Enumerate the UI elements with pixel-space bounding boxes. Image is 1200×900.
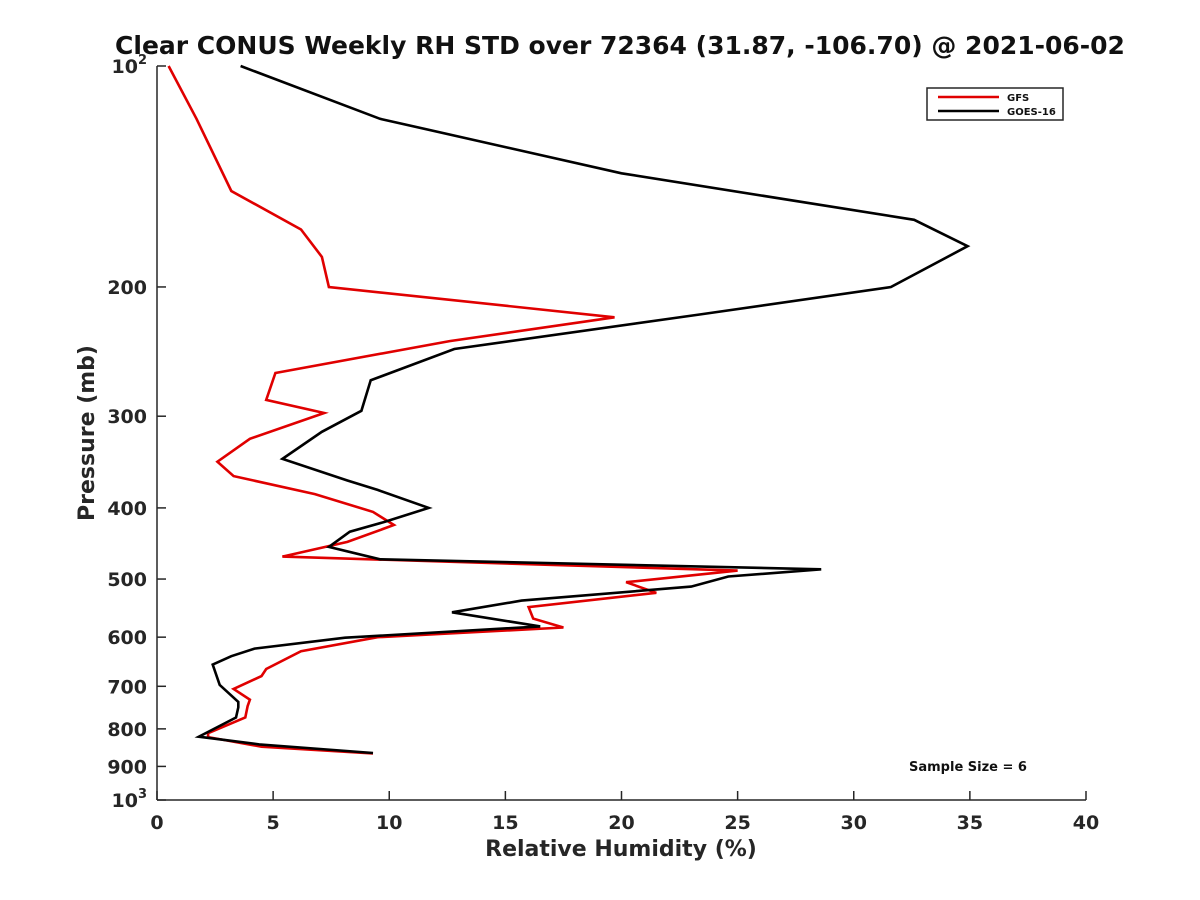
y-tick-base: 300: [107, 406, 147, 428]
x-tick-label: 10: [376, 812, 402, 834]
x-tick-label: 35: [957, 812, 983, 834]
y-tick-label: 600: [107, 627, 147, 649]
y-tick-label: 400: [107, 498, 147, 520]
y-tick-label: 200: [107, 277, 147, 299]
chart-title: Clear CONUS Weekly RH STD over 72364 (31…: [115, 31, 1125, 60]
y-tick-label: 900: [107, 756, 147, 778]
x-axis-label: Relative Humidity (%): [485, 837, 757, 862]
x-tick-label: 5: [267, 812, 280, 834]
y-tick-label: 102: [112, 53, 148, 78]
y-tick-exponent: 3: [138, 787, 147, 802]
legend-label-goes-16: GOES-16: [1007, 107, 1056, 118]
y-tick-base: 500: [107, 569, 147, 591]
x-tick-label: 0: [150, 812, 163, 834]
y-tick-base: 800: [107, 719, 147, 741]
y-tick-exponent: 2: [138, 53, 147, 68]
sample-size-annotation: Sample Size = 6: [909, 760, 1027, 775]
legend-label-gfs: GFS: [1007, 93, 1029, 104]
y-tick-label: 300: [107, 406, 147, 428]
y-tick-label: 500: [107, 569, 147, 591]
x-tick-label: 40: [1073, 812, 1099, 834]
y-tick-base: 600: [107, 627, 147, 649]
x-tick-label: 25: [724, 812, 750, 834]
x-tick-label: 30: [841, 812, 867, 834]
y-tick-base: 10: [112, 790, 138, 812]
y-tick-label: 800: [107, 719, 147, 741]
y-axis-label: Pressure (mb): [75, 345, 100, 521]
y-tick-base: 400: [107, 498, 147, 520]
y-tick-base: 10: [112, 56, 138, 78]
y-tick-label: 700: [107, 676, 147, 698]
y-tick-base: 200: [107, 277, 147, 299]
x-tick-label: 15: [492, 812, 518, 834]
data-lines: [167, 64, 971, 755]
y-tick-base: 700: [107, 676, 147, 698]
series-line-gfs: [167, 65, 738, 755]
legend-box: [926, 87, 1064, 121]
x-tick-label: 20: [608, 812, 634, 834]
legend: GFS GOES-16: [926, 87, 1064, 121]
series-line-goes-16: [194, 64, 971, 755]
y-tick-label: 103: [112, 787, 148, 812]
y-tick-base: 900: [107, 756, 147, 778]
axis-ticks: 0 5 10 15 20 25 30 35 40102200300400500600700800…: [107, 53, 1099, 834]
